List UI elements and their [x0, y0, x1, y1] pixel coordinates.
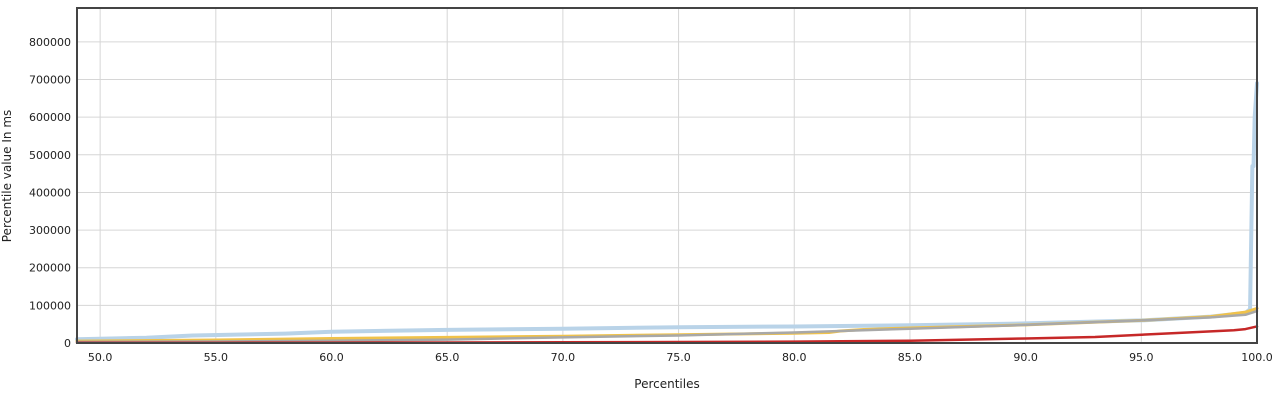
y-tick-label: 600000: [29, 111, 71, 124]
series-line-1: [75, 81, 1259, 342]
y-tick-label: 500000: [29, 149, 71, 162]
y-tick-label: 200000: [29, 262, 71, 275]
x-tick-label: 80.0: [782, 351, 807, 364]
y-tick-label: 700000: [29, 74, 71, 87]
x-tick-label: 50.0: [88, 351, 113, 364]
grid: [77, 8, 1258, 343]
x-tick-label: 65.0: [435, 351, 460, 364]
y-tick-label: 800000: [29, 36, 71, 49]
x-tick-label: 55.0: [204, 351, 229, 364]
plot-area-frame: [76, 7, 1258, 344]
series-lines: [75, 81, 1259, 345]
y-tick-label: 0: [64, 337, 71, 350]
x-tick-label: 60.0: [319, 351, 344, 364]
y-tick-label: 300000: [29, 224, 71, 237]
x-tick-label: 90.0: [1013, 351, 1038, 364]
y-tick-labels: 0 100000 200000 300000 400000 500000 600000 700…: [29, 36, 71, 350]
x-tick-label: 70.0: [551, 351, 576, 364]
y-axis-title: Percentile value In ms: [0, 110, 14, 243]
x-tick-label: 95.0: [1129, 351, 1154, 364]
x-tick-label: 75.0: [666, 351, 691, 364]
x-axis-title: Percentiles: [634, 377, 699, 391]
series-line-3: [75, 309, 1259, 344]
y-tick-label: 400000: [29, 186, 71, 199]
x-tick-label: 100.0: [1241, 351, 1272, 364]
x-tick-label: 85.0: [898, 351, 923, 364]
y-tick-label: 100000: [29, 299, 71, 312]
x-tick-labels: 50.0 55.0 60.0 65.0 70.0 75.0 80.0 85.0 90.0 95.0…: [88, 351, 1272, 364]
